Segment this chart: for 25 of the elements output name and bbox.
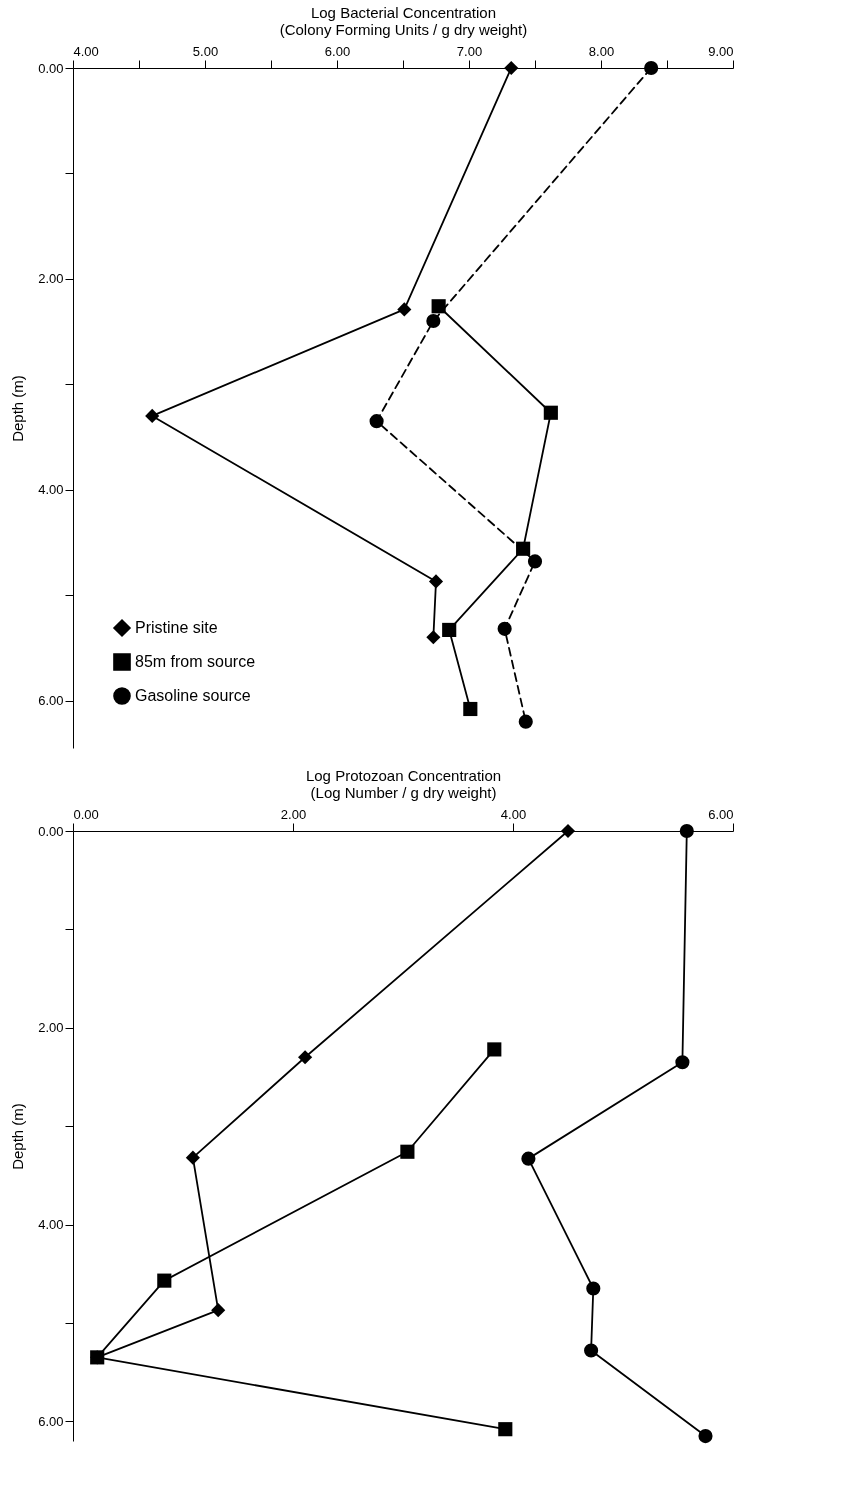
y-tick-label: 2.00	[38, 1020, 64, 1036]
x-tick-label: 2.00	[280, 806, 307, 822]
x-tick-label: 4.00	[73, 43, 99, 59]
x-tick-label: 6.00	[324, 43, 351, 59]
y-tick-label: 4.00	[38, 482, 64, 498]
x-tick-label: 4.00	[500, 806, 527, 822]
x-tick-label: 9.00	[708, 43, 734, 59]
y-axis-title: Depth (m)	[9, 1103, 27, 1170]
x-axis-title: Log Protozoan Concentration (Log Number / g dry weight)	[305, 766, 502, 801]
x-tick-label: 7.00	[456, 43, 483, 59]
legend-label: 85m from source	[135, 653, 256, 670]
x-tick-label: 0.00	[73, 806, 99, 822]
legend-label: Gasoline source	[135, 687, 251, 704]
legend-label: Pristine site	[135, 619, 218, 636]
x-tick-label: 8.00	[588, 43, 615, 59]
y-tick-label: 0.00	[38, 823, 64, 839]
x-tick-label: 5.00	[192, 43, 219, 59]
y-tick-label: 4.00	[38, 1217, 64, 1233]
y-tick-label: 6.00	[38, 1413, 64, 1429]
x-tick-label: 6.00	[708, 806, 734, 822]
y-tick-label: 2.00	[38, 271, 64, 287]
x-axis-title: Log Bacterial Concentration (Colony Forming Units / g dry weight)	[279, 3, 528, 38]
y-axis-title: Depth (m)	[9, 375, 27, 442]
y-tick-label: 6.00	[38, 693, 64, 709]
y-tick-label: 0.00	[38, 60, 64, 76]
